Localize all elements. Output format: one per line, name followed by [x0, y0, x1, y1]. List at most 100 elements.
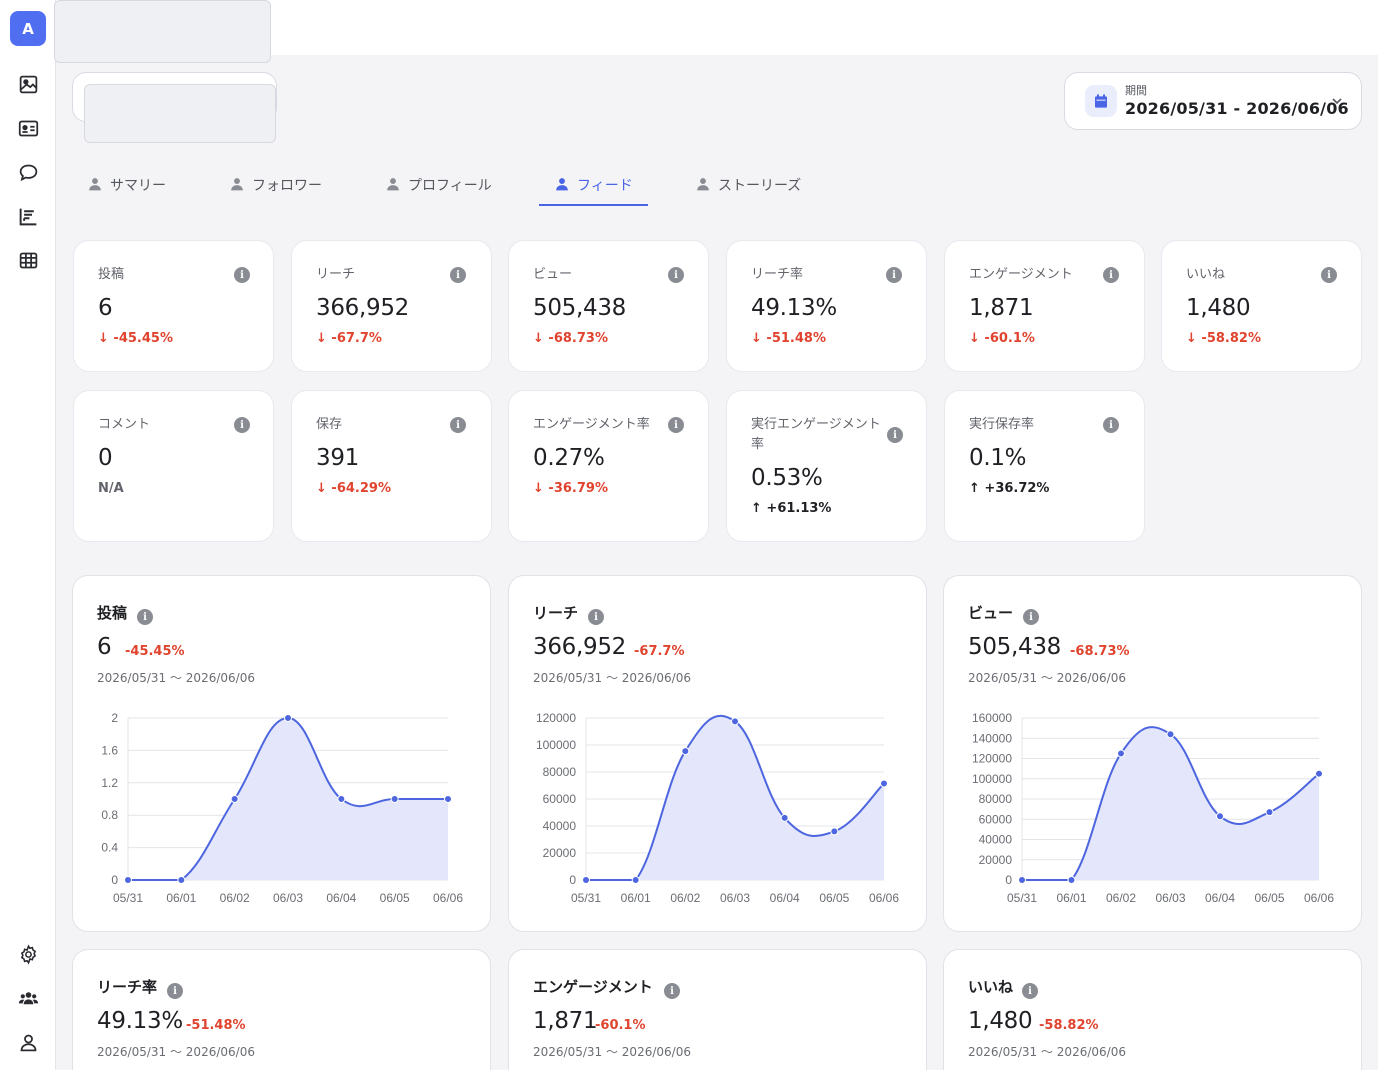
gear-icon[interactable]: [16, 942, 40, 966]
person-icon: [697, 178, 709, 191]
info-icon[interactable]: i: [1103, 267, 1119, 283]
stat-change: ↓ -36.79%: [533, 481, 608, 496]
table-grid-icon[interactable]: [16, 248, 40, 272]
x-tick-label: 06/05: [380, 891, 410, 905]
arrow-up-icon: ↑: [751, 501, 767, 516]
image-icon[interactable]: [16, 72, 40, 96]
y-tick-label: 40000: [543, 819, 577, 833]
x-tick-label: 05/31: [113, 891, 143, 905]
data-point: [284, 714, 292, 722]
info-icon[interactable]: i: [668, 417, 684, 433]
x-tick-label: 06/04: [770, 891, 800, 905]
x-tick-label: 05/31: [1007, 891, 1037, 905]
id-card-icon[interactable]: [16, 116, 40, 140]
stat-title: エンゲージメント: [969, 267, 1073, 282]
chart-title: いいね: [968, 978, 1014, 996]
info-icon[interactable]: i: [1321, 267, 1337, 283]
tab-followers[interactable]: フォロワー: [230, 168, 322, 206]
info-icon[interactable]: i: [664, 983, 680, 999]
y-tick-label: 100000: [972, 772, 1012, 786]
info-icon[interactable]: i: [887, 427, 903, 443]
stat-value: 0.53%: [751, 465, 823, 491]
date-range-value: 2026/05/31 - 2026/06/06: [1125, 99, 1349, 118]
stat-title: ビュー: [533, 267, 573, 282]
arrow-down-icon: ↓: [969, 331, 985, 346]
logo-letter: A: [22, 19, 34, 38]
date-range-label: 期間: [1125, 84, 1147, 97]
y-tick-label: 40000: [979, 833, 1013, 847]
data-point: [390, 795, 399, 803]
views-line-chart: 0 20000 40000 60000 80000 100000 120000 140000 1…: [972, 711, 1334, 905]
x-tick-label: 06/06: [1304, 891, 1334, 905]
info-icon[interactable]: i: [167, 983, 183, 999]
y-tick-label: 160000: [972, 711, 1012, 725]
info-icon[interactable]: i: [886, 267, 902, 283]
x-tick-label: 06/03: [720, 891, 750, 905]
person-icon: [556, 178, 568, 191]
stat-card-likes: いいね i 1,480 ↓ -58.82%: [1161, 240, 1362, 372]
tab-feed[interactable]: フィード: [555, 168, 633, 206]
tab-stories[interactable]: ストーリーズ: [696, 168, 801, 206]
stat-value: 0.27%: [533, 445, 605, 471]
date-range-picker[interactable]: 期間 2026/05/31 - 2026/06/06: [1064, 72, 1362, 130]
stat-card-saves: 保存 i 391 ↓ -64.29%: [291, 390, 492, 542]
info-icon[interactable]: i: [1023, 609, 1039, 625]
x-tick-label: 06/05: [819, 891, 849, 905]
y-tick-label: 80000: [979, 792, 1013, 806]
data-point: [1067, 876, 1076, 884]
stat-card-reach: リーチ i 366,952 ↓ -67.7%: [291, 240, 492, 372]
area-fill: [586, 715, 884, 880]
stat-change-value: -58.82%: [1201, 331, 1261, 346]
chart-change: -68.73%: [1070, 644, 1130, 659]
y-tick-label: 1.2: [101, 776, 118, 790]
stat-change-value: +61.13%: [766, 501, 832, 516]
stat-change: ↓ -68.73%: [533, 331, 608, 346]
y-tick-label: 2: [111, 711, 118, 725]
chart-change: -67.7%: [634, 644, 685, 659]
chart-card-reach-rate: リーチ率 i 49.13% -51.48% 2026/05/31 〜 2026/…: [72, 949, 491, 1070]
area-fill: [128, 718, 448, 880]
data-point: [880, 779, 888, 788]
x-tick-label: 06/01: [621, 891, 651, 905]
data-point: [1018, 876, 1026, 884]
info-icon[interactable]: i: [1022, 983, 1038, 999]
stat-title: 実行エンゲージメント率: [751, 417, 881, 452]
stat-title: 保存: [316, 417, 343, 432]
stat-change: ↓ -58.82%: [1186, 331, 1261, 346]
chat-bubble-icon[interactable]: [16, 160, 40, 184]
stat-change-value: -45.45%: [113, 331, 173, 346]
stat-title: リーチ率: [751, 267, 804, 282]
chart-value: 505,438: [968, 634, 1062, 660]
chart-date-range: 2026/05/31 〜 2026/06/06: [533, 671, 691, 685]
chart-card-likes: いいね i 1,480 -58.82% 2026/05/31 〜 2026/06…: [943, 949, 1362, 1070]
stat-change: ↑ +36.72%: [969, 481, 1049, 496]
info-icon[interactable]: i: [234, 267, 250, 283]
info-icon[interactable]: i: [1103, 417, 1119, 433]
y-tick-label: 120000: [972, 752, 1012, 766]
stat-value: 6: [98, 295, 113, 321]
info-icon[interactable]: i: [137, 609, 153, 625]
info-icon[interactable]: i: [234, 417, 250, 433]
info-icon[interactable]: i: [450, 267, 466, 283]
tab-summary[interactable]: サマリー: [88, 168, 166, 206]
user-icon[interactable]: [16, 1030, 40, 1054]
y-tick-label: 60000: [543, 792, 577, 806]
stat-card-posts: 投稿 i 6 ↓ -45.45%: [73, 240, 274, 372]
data-point: [582, 876, 590, 884]
info-icon[interactable]: i: [588, 609, 604, 625]
bar-chart-icon[interactable]: [16, 204, 40, 228]
chart-value: 1,480: [968, 1008, 1033, 1034]
data-point: [830, 827, 839, 836]
stat-value: 366,952: [316, 295, 410, 321]
info-icon[interactable]: i: [668, 267, 684, 283]
info-icon[interactable]: i: [450, 417, 466, 433]
stat-change-value: +36.72%: [984, 481, 1050, 496]
stat-change-value: -60.1%: [984, 331, 1035, 346]
data-point: [230, 795, 239, 803]
tab-label: フィード: [577, 178, 633, 194]
data-point: [337, 795, 346, 803]
tab-profile[interactable]: プロフィール: [386, 168, 492, 206]
users-icon[interactable]: [16, 986, 40, 1010]
stat-change: ↓ -51.48%: [751, 331, 826, 346]
app-logo[interactable]: A: [10, 11, 46, 46]
